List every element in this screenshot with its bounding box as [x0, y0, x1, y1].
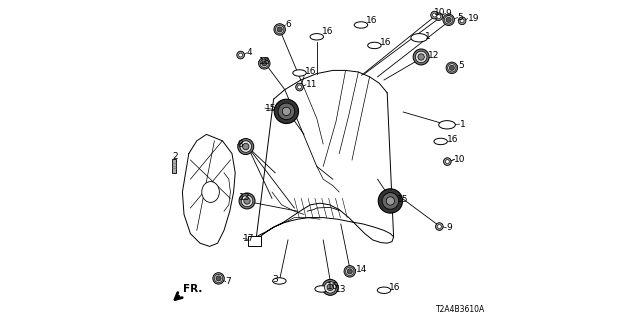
Circle shape — [446, 17, 451, 22]
Circle shape — [386, 197, 394, 205]
Circle shape — [443, 14, 454, 26]
Circle shape — [435, 13, 443, 20]
Circle shape — [274, 24, 285, 35]
Text: 5: 5 — [458, 61, 464, 70]
Text: FR.: FR. — [184, 284, 203, 294]
Circle shape — [382, 193, 399, 209]
Circle shape — [347, 269, 352, 274]
Text: 16: 16 — [380, 38, 391, 47]
Text: 14: 14 — [356, 265, 367, 274]
Text: 9: 9 — [445, 9, 451, 18]
Circle shape — [240, 141, 252, 152]
Ellipse shape — [273, 278, 286, 284]
Circle shape — [275, 25, 284, 34]
Circle shape — [445, 160, 449, 164]
Ellipse shape — [439, 121, 456, 129]
Circle shape — [277, 27, 282, 32]
Text: 19: 19 — [467, 14, 479, 23]
Circle shape — [378, 189, 403, 213]
Text: 8: 8 — [238, 140, 243, 149]
Circle shape — [436, 223, 443, 230]
Circle shape — [278, 103, 294, 120]
Circle shape — [214, 274, 223, 283]
Ellipse shape — [315, 286, 328, 292]
Circle shape — [274, 99, 298, 124]
Text: 17: 17 — [243, 234, 255, 243]
Circle shape — [437, 15, 441, 19]
Text: 15: 15 — [397, 195, 409, 204]
Text: 9: 9 — [447, 223, 452, 232]
Circle shape — [239, 193, 255, 209]
Text: 13: 13 — [239, 193, 251, 202]
Text: 16: 16 — [447, 135, 459, 144]
Circle shape — [433, 13, 436, 17]
Circle shape — [444, 158, 451, 165]
Text: 16: 16 — [366, 16, 378, 25]
Circle shape — [324, 282, 336, 293]
Bar — [172, 159, 176, 173]
Circle shape — [449, 65, 454, 70]
Text: 16: 16 — [327, 282, 339, 291]
Circle shape — [438, 225, 442, 228]
Circle shape — [282, 107, 291, 116]
Circle shape — [260, 59, 269, 68]
Circle shape — [327, 284, 333, 291]
Circle shape — [323, 279, 339, 295]
Circle shape — [413, 49, 429, 65]
Ellipse shape — [367, 42, 381, 49]
Circle shape — [238, 139, 253, 155]
Circle shape — [446, 62, 458, 74]
Circle shape — [244, 198, 250, 204]
Ellipse shape — [202, 181, 220, 203]
Circle shape — [298, 85, 301, 89]
Text: 6: 6 — [285, 20, 291, 29]
Ellipse shape — [292, 70, 307, 76]
Text: 13: 13 — [335, 285, 347, 294]
Circle shape — [212, 273, 225, 284]
Circle shape — [344, 266, 356, 277]
Circle shape — [216, 276, 221, 281]
Circle shape — [458, 17, 466, 25]
Text: 12: 12 — [428, 51, 440, 60]
Text: 11: 11 — [306, 80, 317, 89]
Text: 18: 18 — [259, 57, 270, 66]
Ellipse shape — [411, 34, 428, 42]
Ellipse shape — [355, 22, 368, 28]
Text: 10: 10 — [434, 8, 445, 17]
Circle shape — [431, 11, 438, 19]
Circle shape — [418, 54, 424, 60]
Circle shape — [237, 51, 244, 59]
Ellipse shape — [378, 287, 390, 293]
Text: 10: 10 — [454, 155, 466, 164]
Circle shape — [346, 267, 354, 276]
Circle shape — [448, 64, 456, 72]
Text: 1: 1 — [425, 32, 431, 41]
Text: 15: 15 — [265, 104, 276, 113]
Text: 3: 3 — [272, 275, 278, 284]
Circle shape — [296, 83, 303, 91]
Text: 7: 7 — [226, 277, 231, 286]
Text: 4: 4 — [247, 48, 253, 57]
Circle shape — [415, 51, 427, 63]
Circle shape — [259, 58, 270, 69]
Circle shape — [460, 19, 464, 23]
Text: 16: 16 — [388, 283, 400, 292]
Circle shape — [444, 16, 453, 24]
Bar — [248, 236, 261, 246]
Text: 16: 16 — [323, 28, 333, 36]
Text: T2A4B3610A: T2A4B3610A — [436, 305, 485, 314]
Ellipse shape — [310, 34, 324, 40]
Text: 2: 2 — [173, 152, 179, 161]
Circle shape — [241, 195, 253, 207]
Text: 1: 1 — [460, 120, 465, 129]
Text: 5: 5 — [458, 13, 463, 22]
Circle shape — [239, 53, 243, 57]
Circle shape — [243, 143, 249, 150]
Ellipse shape — [434, 138, 447, 145]
Circle shape — [262, 61, 267, 66]
Text: 16: 16 — [305, 67, 316, 76]
